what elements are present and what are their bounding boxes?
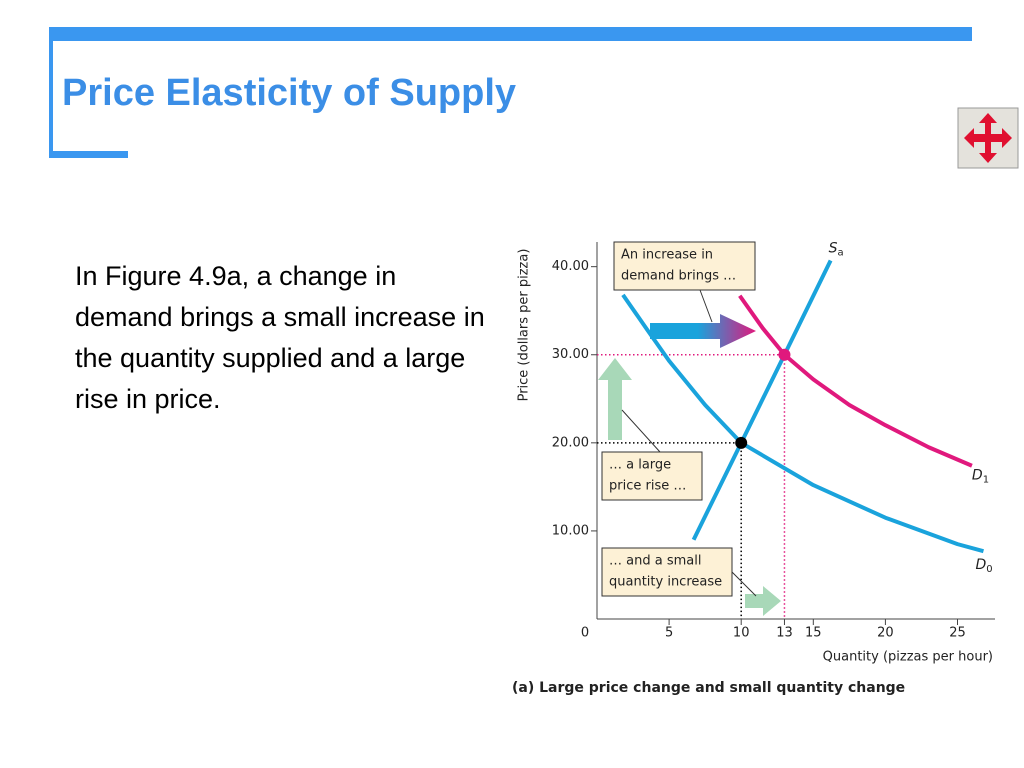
annotation-box (613, 241, 756, 291)
series-label: D1 (972, 468, 989, 486)
annotation-text: price rise … (609, 479, 686, 494)
curve (738, 294, 973, 468)
body-text: In Figure 4.9a, a change in demand bring… (75, 261, 485, 414)
price-rise-arrow (598, 358, 632, 440)
left-bar (49, 27, 53, 158)
equilibrium-point (735, 436, 748, 449)
series-subscript: 0 (986, 564, 992, 575)
icon-arrows[interactable] (964, 113, 1012, 163)
x-tick-label: 25 (949, 626, 966, 641)
series-name: S (829, 240, 838, 256)
y-tick-label: 30.00 (552, 347, 589, 362)
series-name: D (972, 468, 983, 484)
series-name: D (975, 557, 986, 573)
y-tick-label: 20.00 (552, 435, 589, 450)
x-tick-label: 5 (665, 626, 673, 641)
series-subscript: a (837, 247, 843, 258)
leader-line (621, 409, 661, 453)
x-tick-label: 10 (733, 626, 750, 641)
quantity-arrow (745, 586, 781, 616)
series-subscript: 1 (983, 475, 989, 486)
x-tick-label: 13 (776, 626, 793, 641)
series-label: Sa (829, 240, 844, 258)
y-tick-label: 10.00 (552, 523, 589, 538)
annotation-text: … and a small (609, 554, 701, 569)
x-axis-label: Quantity (pizzas per hour) (823, 650, 993, 665)
caption: (a) Large price change and small quantit… (512, 680, 905, 696)
annotation-box (601, 547, 733, 597)
y-axis-label: Price (dollars per pizza) (517, 249, 532, 402)
annotation-text: demand brings … (621, 269, 736, 284)
annotation-box (601, 451, 703, 501)
curve (691, 259, 833, 541)
slide-title: Price Elasticity of Supply (62, 72, 517, 114)
annotation-text: An increase in (621, 248, 713, 263)
x-tick-label: 0 (581, 626, 589, 641)
series-label: D0 (975, 557, 992, 575)
top-bar (50, 27, 972, 41)
annotation-text: … a large (609, 458, 671, 473)
leader-line (731, 571, 757, 597)
demand-shift-arrow (650, 314, 756, 348)
annotation-text: quantity increase (609, 575, 722, 590)
y-tick-label: 40.00 (552, 259, 589, 274)
bottom-bar (49, 151, 128, 158)
equilibrium-point (778, 348, 791, 361)
x-tick-label: 15 (805, 626, 822, 641)
move-icon[interactable] (957, 107, 1019, 169)
leader-line (699, 289, 713, 323)
x-tick-label: 20 (877, 626, 894, 641)
